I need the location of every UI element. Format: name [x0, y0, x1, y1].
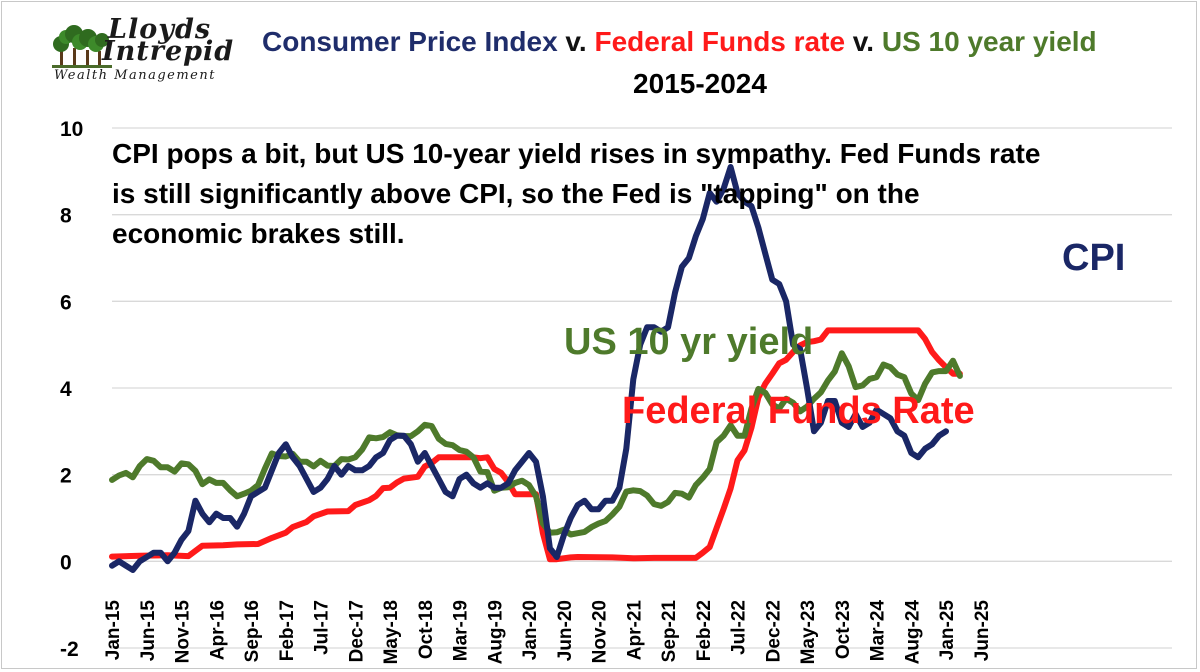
- x-tick-label: May-23: [798, 600, 819, 664]
- x-tick-label: Feb-17: [277, 600, 298, 661]
- y-tick-label: -2: [60, 638, 79, 661]
- x-tick-label: Aug-24: [902, 600, 923, 665]
- chart-annotation: CPI pops a bit, but US 10-year yield ris…: [112, 138, 1041, 249]
- x-tick-label: Jan-25: [937, 600, 958, 661]
- x-tick-label: Feb-22: [694, 600, 715, 661]
- y-tick-label: 8: [60, 205, 72, 228]
- title-separator-2: v.: [845, 26, 882, 57]
- series-labels: CPI US 10 yr yield Federal Funds Rate: [564, 237, 1125, 432]
- x-tick-label: Jan-15: [103, 600, 124, 661]
- x-tick-label: Jul-17: [312, 600, 333, 655]
- x-tick-label: Oct-23: [833, 600, 854, 659]
- x-tick-label: May-18: [381, 600, 402, 664]
- company-logo: Lloyds Intrepid Wealth Management: [52, 14, 257, 88]
- x-tick-label: Apr-21: [624, 600, 645, 661]
- x-tick-label: Nov-20: [590, 600, 611, 663]
- x-tick-label: Jun-25: [972, 600, 993, 662]
- x-tick-label: Aug-19: [485, 600, 506, 664]
- chart-title: Consumer Price Index v. Federal Funds ra…: [262, 26, 1142, 58]
- cpi-line: [109, 164, 949, 573]
- x-axis-ticks: Jan-15 Jun-15 Nov-15 Apr-16 Sep-16 Feb-17 Jul-…: [103, 600, 993, 665]
- y-tick-label: 6: [60, 291, 72, 314]
- fed-funds-line: [109, 327, 963, 563]
- gridlines: [112, 127, 1172, 649]
- logo-text-wealth-management: Wealth Management: [54, 68, 216, 83]
- title-cpi: Consumer Price Index: [262, 26, 558, 57]
- x-tick-label: Sep-21: [659, 600, 680, 663]
- y-tick-label: 2: [60, 465, 72, 488]
- y-tick-label: 4: [60, 378, 72, 401]
- x-tick-label: Nov-15: [173, 600, 194, 664]
- x-tick-label: Oct-18: [416, 600, 437, 659]
- x-tick-label: Jun-15: [138, 600, 159, 662]
- x-tick-label: Jun-20: [555, 600, 576, 661]
- chart-subtitle: 2015-2024: [633, 68, 767, 99]
- x-tick-label: Mar-24: [868, 600, 889, 662]
- logo-text-intrepid: Intrepid: [102, 36, 235, 67]
- yield-series-label: US 10 yr yield: [564, 321, 813, 363]
- x-tick-label: Jul-22: [729, 600, 750, 655]
- x-tick-label: Mar-19: [451, 600, 472, 661]
- title-yield: US 10 year yield: [881, 26, 1097, 57]
- y-tick-label: 0: [60, 551, 72, 574]
- x-tick-label: Apr-16: [207, 600, 228, 660]
- us-10yr-yield-line: [109, 350, 963, 538]
- title-separator-1: v.: [557, 26, 595, 57]
- fed-series-label: Federal Funds Rate: [622, 390, 975, 432]
- cpi-series-label: CPI: [1062, 237, 1125, 279]
- x-tick-label: Sep-16: [242, 600, 263, 662]
- series-lines: [109, 164, 963, 573]
- x-tick-label: Dec-22: [763, 600, 784, 662]
- x-tick-label: Jan-20: [520, 600, 541, 660]
- y-axis-ticks: 10 8 6 4 2 0 -2: [60, 118, 83, 661]
- y-tick-label: 10: [60, 118, 83, 141]
- title-fed: Federal Funds rate: [594, 26, 846, 57]
- x-tick-label: Dec-17: [346, 600, 367, 662]
- logo-text-lloyds: Lloyds: [108, 14, 212, 45]
- tree-icon: [52, 25, 112, 68]
